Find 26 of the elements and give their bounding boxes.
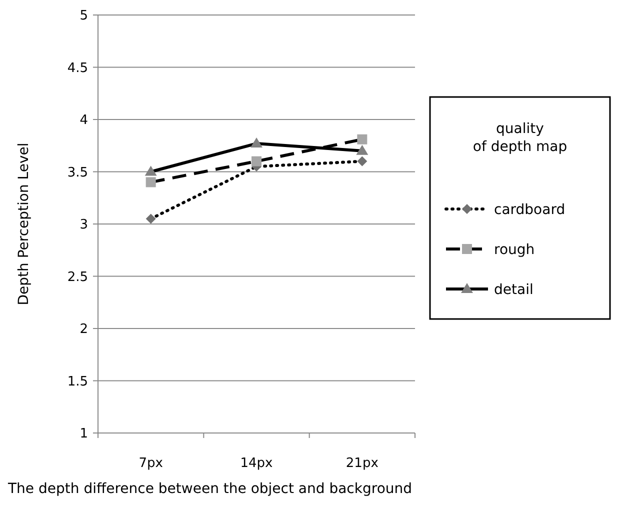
legend-title: quality of depth map — [472, 121, 568, 155]
point — [146, 177, 156, 188]
y-tick-label: 1 — [80, 426, 88, 442]
y-tick-label: 4.5 — [67, 60, 88, 76]
point — [357, 134, 368, 144]
legend-label: cardboard — [494, 202, 566, 218]
x-axis-title: The depth difference between the object and background — [7, 481, 412, 497]
legend-label: detail — [494, 282, 534, 298]
point — [252, 156, 262, 166]
y-tick-label: 3 — [80, 218, 88, 233]
point — [146, 214, 156, 224]
y-tick-label: 5 — [80, 8, 88, 24]
legend-label: rough — [494, 242, 535, 258]
y-tick-label: 1.5 — [67, 374, 88, 390]
point — [144, 166, 157, 176]
x-tick-label: 14px — [240, 456, 274, 471]
x-tick-label: 21px — [346, 456, 379, 471]
point — [357, 156, 368, 166]
y-tick-label: 4 — [80, 113, 88, 128]
y-tick-label: 2 — [80, 322, 88, 338]
point — [250, 138, 262, 148]
y-tick-label: 3.5 — [67, 165, 88, 180]
y-tick-label: 2.5 — [67, 270, 88, 285]
y-axis-title: Depth Perception Level — [16, 142, 32, 306]
point — [356, 144, 368, 155]
x-tick-label: 7px — [138, 456, 164, 471]
